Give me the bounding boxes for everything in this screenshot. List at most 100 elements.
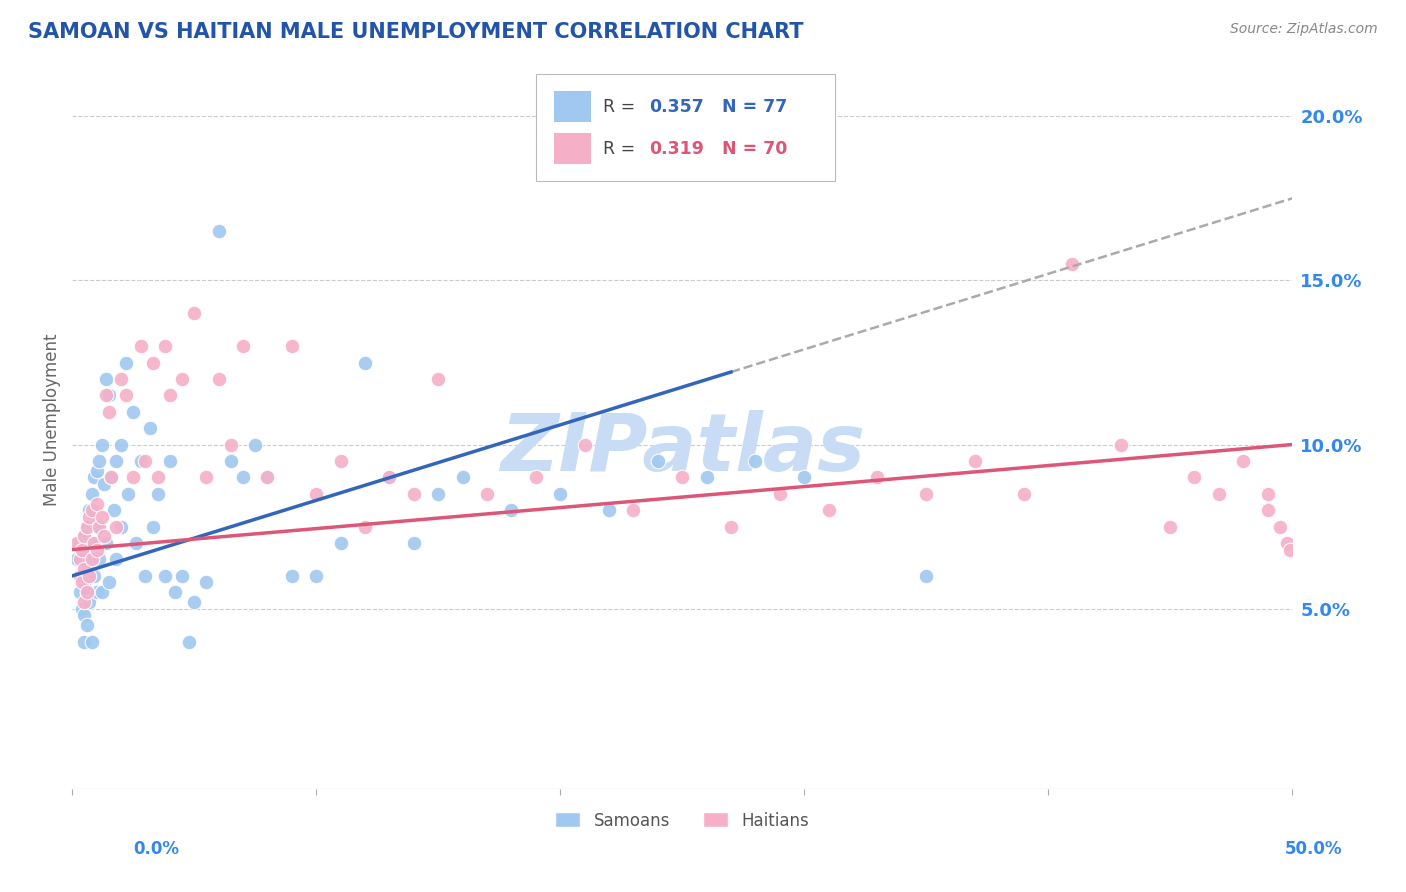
Point bbox=[86, 519, 108, 533]
Point bbox=[105, 552, 128, 566]
Text: 0.0%: 0.0% bbox=[134, 840, 180, 858]
Point bbox=[76, 519, 98, 533]
Point bbox=[124, 536, 146, 550]
Point bbox=[103, 503, 125, 517]
Point bbox=[915, 487, 938, 501]
Point bbox=[1012, 487, 1035, 501]
Point bbox=[110, 519, 132, 533]
Point bbox=[73, 608, 96, 623]
Text: R =: R = bbox=[603, 98, 641, 116]
Point bbox=[1275, 536, 1298, 550]
FancyBboxPatch shape bbox=[554, 134, 591, 164]
Point bbox=[915, 569, 938, 583]
Point bbox=[86, 542, 108, 557]
Point bbox=[427, 372, 450, 386]
Point bbox=[79, 569, 101, 583]
Point bbox=[817, 503, 839, 517]
Text: Source: ZipAtlas.com: Source: ZipAtlas.com bbox=[1230, 22, 1378, 37]
Point bbox=[83, 470, 105, 484]
Point bbox=[90, 509, 112, 524]
Point bbox=[402, 536, 425, 550]
Point bbox=[548, 487, 571, 501]
Point bbox=[79, 503, 101, 517]
Point bbox=[281, 569, 304, 583]
Point bbox=[329, 454, 352, 468]
Point bbox=[1208, 487, 1230, 501]
Point bbox=[159, 454, 181, 468]
Point bbox=[73, 529, 96, 543]
Point bbox=[170, 569, 193, 583]
Point bbox=[97, 405, 120, 419]
Point bbox=[1232, 454, 1254, 468]
Point bbox=[378, 470, 401, 484]
Point bbox=[86, 497, 108, 511]
Text: 0.357: 0.357 bbox=[650, 98, 704, 116]
Point bbox=[598, 503, 620, 517]
Point bbox=[146, 487, 169, 501]
Point bbox=[671, 470, 693, 484]
Point bbox=[69, 569, 91, 583]
Point bbox=[97, 388, 120, 402]
Point bbox=[621, 503, 644, 517]
FancyBboxPatch shape bbox=[554, 91, 591, 122]
Point bbox=[139, 421, 162, 435]
Point bbox=[256, 470, 278, 484]
Point bbox=[1268, 519, 1291, 533]
Legend: Samoans, Haitians: Samoans, Haitians bbox=[548, 805, 815, 837]
Point bbox=[475, 487, 498, 501]
Point bbox=[80, 552, 103, 566]
Point bbox=[354, 355, 377, 369]
Text: 0.319: 0.319 bbox=[650, 140, 704, 158]
Point bbox=[305, 487, 328, 501]
Point bbox=[281, 339, 304, 353]
Point bbox=[66, 552, 89, 566]
Point bbox=[195, 470, 218, 484]
Point bbox=[146, 470, 169, 484]
Point bbox=[87, 552, 110, 566]
Point bbox=[866, 470, 889, 484]
Text: 50.0%: 50.0% bbox=[1285, 840, 1343, 858]
Point bbox=[73, 562, 96, 576]
Point bbox=[1257, 503, 1279, 517]
Point bbox=[83, 569, 105, 583]
Point bbox=[70, 575, 93, 590]
Point bbox=[80, 503, 103, 517]
Point bbox=[744, 454, 766, 468]
Point bbox=[159, 388, 181, 402]
Point bbox=[70, 569, 93, 583]
Point bbox=[153, 569, 176, 583]
Point bbox=[378, 470, 401, 484]
Point bbox=[183, 306, 205, 320]
Point bbox=[232, 470, 254, 484]
Point bbox=[66, 536, 89, 550]
Point bbox=[1184, 470, 1206, 484]
Text: ZIPatlas: ZIPatlas bbox=[499, 410, 865, 489]
Point bbox=[110, 437, 132, 451]
Point bbox=[179, 634, 201, 648]
Point bbox=[1278, 542, 1301, 557]
Point bbox=[427, 487, 450, 501]
Point bbox=[153, 339, 176, 353]
Point bbox=[105, 519, 128, 533]
Point bbox=[354, 519, 377, 533]
Point bbox=[80, 487, 103, 501]
Point bbox=[87, 519, 110, 533]
Point bbox=[76, 585, 98, 599]
Point bbox=[90, 585, 112, 599]
Point bbox=[1109, 437, 1132, 451]
Point bbox=[70, 542, 93, 557]
Point bbox=[70, 601, 93, 615]
Y-axis label: Male Unemployment: Male Unemployment bbox=[44, 334, 60, 506]
Point bbox=[83, 536, 105, 550]
Point bbox=[69, 552, 91, 566]
Point bbox=[134, 454, 156, 468]
Point bbox=[207, 224, 229, 238]
Point bbox=[195, 575, 218, 590]
Point bbox=[163, 585, 186, 599]
Point bbox=[142, 355, 165, 369]
Point bbox=[793, 470, 815, 484]
Point bbox=[232, 339, 254, 353]
Point bbox=[122, 470, 145, 484]
Point bbox=[769, 487, 792, 501]
Point bbox=[79, 509, 101, 524]
